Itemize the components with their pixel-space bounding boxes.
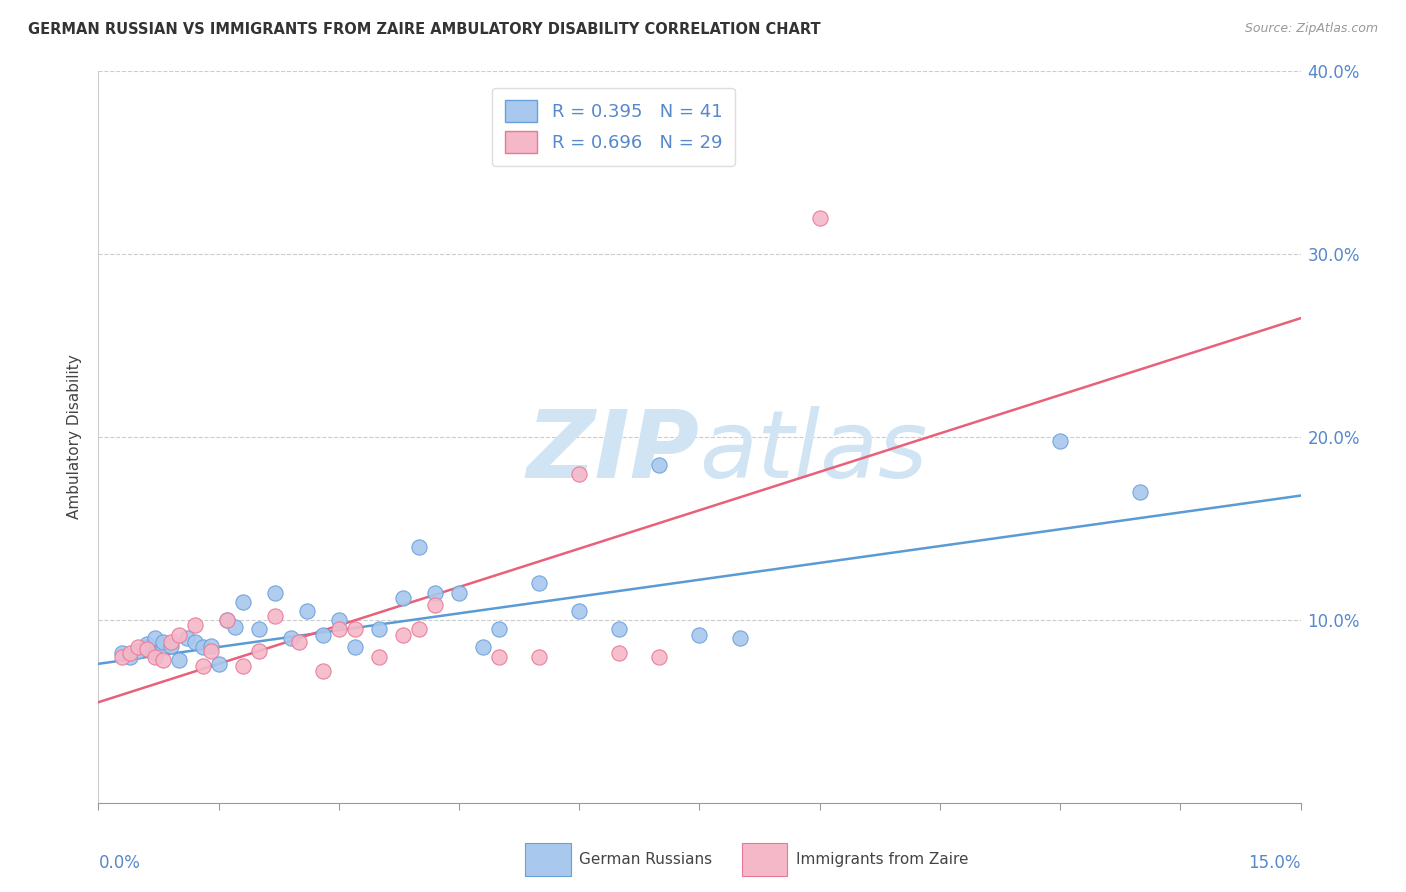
Point [312, 664, 335, 678]
Point [143, 646, 166, 660]
Text: atlas: atlas [700, 406, 928, 497]
Point [191, 640, 214, 655]
Point [135, 642, 157, 657]
Point [343, 622, 366, 636]
Point [159, 639, 181, 653]
Point [247, 644, 270, 658]
Point [208, 657, 231, 671]
Point [183, 618, 205, 632]
Point [152, 640, 174, 655]
Point [408, 540, 430, 554]
Point [111, 649, 134, 664]
Point [648, 649, 671, 664]
Point [215, 613, 238, 627]
Point [232, 658, 254, 673]
Point [1129, 485, 1152, 500]
Point [120, 649, 142, 664]
Point [167, 653, 190, 667]
Text: Source: ZipAtlas.com: Source: ZipAtlas.com [1244, 22, 1378, 36]
Point [392, 591, 415, 605]
Point [488, 622, 510, 636]
Point [728, 632, 751, 646]
Legend: R = 0.395   N = 41, R = 0.696   N = 29: R = 0.395 N = 41, R = 0.696 N = 29 [492, 87, 735, 166]
Text: ZIP: ZIP [527, 406, 700, 498]
Point [215, 613, 238, 627]
Point [183, 635, 205, 649]
FancyBboxPatch shape [741, 843, 787, 876]
Point [609, 646, 631, 660]
FancyBboxPatch shape [526, 843, 571, 876]
Point [295, 604, 318, 618]
Text: GERMAN RUSSIAN VS IMMIGRANTS FROM ZAIRE AMBULATORY DISABILITY CORRELATION CHART: GERMAN RUSSIAN VS IMMIGRANTS FROM ZAIRE … [28, 22, 821, 37]
Point [143, 649, 166, 664]
Y-axis label: Ambulatory Disability: Ambulatory Disability [67, 355, 83, 519]
Point [120, 646, 142, 660]
Point [368, 649, 391, 664]
Point [263, 585, 285, 599]
Point [191, 658, 214, 673]
Point [232, 594, 254, 608]
Point [176, 632, 198, 646]
Point [368, 622, 391, 636]
Point [111, 646, 134, 660]
Point [423, 599, 446, 613]
Point [200, 644, 222, 658]
Point [224, 620, 246, 634]
Point [689, 627, 711, 641]
Point [328, 622, 350, 636]
Point [247, 622, 270, 636]
Point [263, 609, 285, 624]
Text: 15.0%: 15.0% [1249, 854, 1301, 872]
Point [312, 627, 335, 641]
Point [1049, 434, 1071, 448]
Point [423, 585, 446, 599]
Point [392, 627, 415, 641]
Text: Immigrants from Zaire: Immigrants from Zaire [796, 852, 969, 867]
Point [568, 604, 591, 618]
Point [135, 640, 157, 655]
Point [143, 632, 166, 646]
Point [609, 622, 631, 636]
Point [200, 639, 222, 653]
Point [159, 635, 181, 649]
Point [408, 622, 430, 636]
Point [343, 640, 366, 655]
Point [128, 644, 150, 658]
Point [447, 585, 470, 599]
Point [135, 637, 157, 651]
Point [529, 649, 551, 664]
Point [288, 635, 311, 649]
Point [280, 632, 302, 646]
Point [808, 211, 831, 225]
Point [472, 640, 495, 655]
Point [152, 653, 174, 667]
Point [328, 613, 350, 627]
Point [648, 458, 671, 472]
Text: German Russians: German Russians [579, 852, 713, 867]
Point [167, 627, 190, 641]
Text: 0.0%: 0.0% [98, 854, 141, 872]
Point [152, 635, 174, 649]
Point [529, 576, 551, 591]
Point [128, 640, 150, 655]
Point [568, 467, 591, 481]
Point [488, 649, 510, 664]
